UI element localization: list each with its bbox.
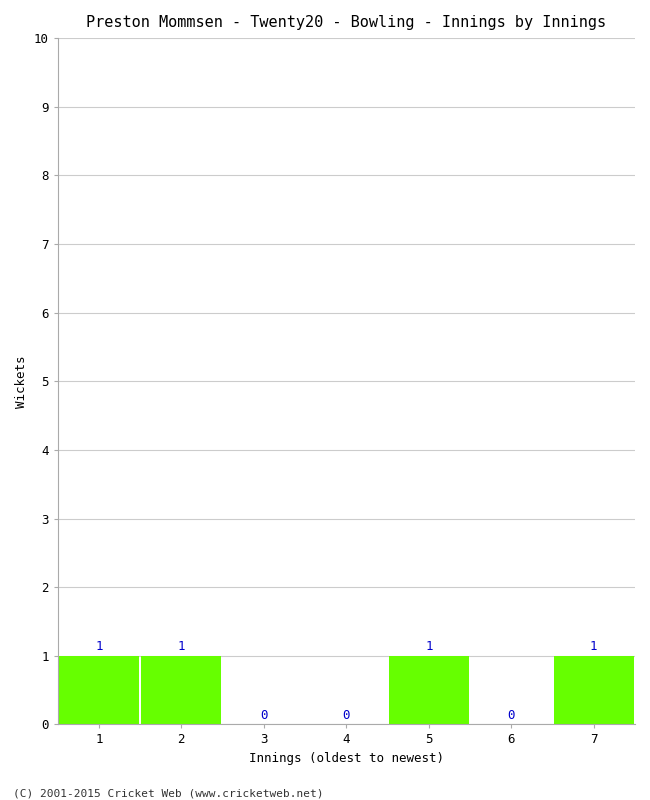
- Bar: [554, 656, 634, 725]
- Text: 1: 1: [425, 640, 432, 653]
- Text: 1: 1: [95, 640, 103, 653]
- Text: 0: 0: [343, 709, 350, 722]
- X-axis label: Innings (oldest to newest): Innings (oldest to newest): [249, 752, 444, 765]
- Text: 1: 1: [177, 640, 185, 653]
- Text: 1: 1: [590, 640, 597, 653]
- Y-axis label: Wickets: Wickets: [15, 355, 28, 407]
- Bar: [58, 656, 139, 725]
- Title: Preston Mommsen - Twenty20 - Bowling - Innings by Innings: Preston Mommsen - Twenty20 - Bowling - I…: [86, 15, 606, 30]
- Text: (C) 2001-2015 Cricket Web (www.cricketweb.net): (C) 2001-2015 Cricket Web (www.cricketwe…: [13, 788, 324, 798]
- Bar: [141, 656, 221, 725]
- Text: 0: 0: [508, 709, 515, 722]
- Text: 0: 0: [260, 709, 268, 722]
- Bar: [389, 656, 469, 725]
